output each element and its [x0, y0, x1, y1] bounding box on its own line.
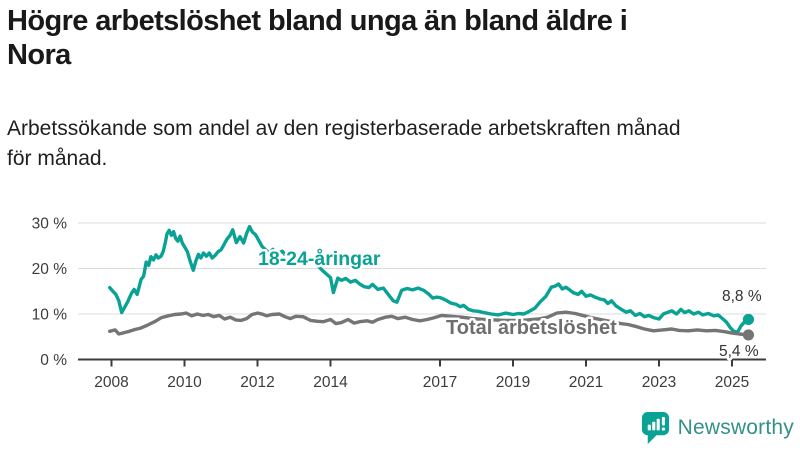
x-tick-label-2019: 2019	[496, 374, 530, 391]
x-tick-label-2023: 2023	[642, 374, 676, 391]
x-tick-label-2021: 2021	[569, 374, 603, 391]
series-label-youth: 18-24-åringar	[258, 247, 381, 270]
newsworthy-logo-icon	[641, 412, 669, 444]
x-tick-label-2017: 2017	[423, 374, 457, 391]
page-subtitle-line-2: för månad.	[7, 147, 108, 170]
bar-chart-bar-small	[647, 424, 651, 431]
page-subtitle: Arbetssökande som andel av den registerb…	[7, 114, 793, 174]
newsworthy-logo: Newsworthy	[640, 410, 794, 445]
y-tick-label-10: 10 %	[32, 307, 68, 324]
x-tick-label-2010: 2010	[167, 374, 202, 391]
y-tick-label-0: 0 %	[40, 352, 67, 369]
page-subtitle-line-1: Arbetssökande som andel av den registerb…	[7, 117, 681, 140]
series-label-total: Total arbetslöshet	[446, 317, 617, 339]
exclamation-dot	[661, 427, 665, 431]
x-tick-label-2012: 2012	[240, 374, 274, 391]
page-title: Högre arbetslöshet bland unga än bland ä…	[7, 4, 793, 72]
newsworthy-logo-text: Newsworthy	[677, 415, 794, 439]
bar-chart-bar-medium	[651, 421, 655, 431]
end-value-label-total: 5,4 %	[719, 343, 759, 360]
speech-bubble-shape	[641, 412, 669, 444]
x-tick-label-2008: 2008	[94, 374, 128, 391]
series-line-total	[107, 310, 751, 337]
end-value-label-youth: 8,8 %	[722, 288, 762, 305]
series-end-dot-youth	[742, 313, 755, 326]
series-end-dot-total	[742, 329, 755, 341]
x-tick-label-2014: 2014	[313, 374, 348, 391]
page-title-line-2: Nora	[7, 39, 71, 71]
series-line-youth	[107, 224, 751, 334]
x-tick-label-2025: 2025	[715, 374, 749, 391]
y-tick-label-20: 20 %	[32, 261, 68, 278]
page-title-line-1: Högre arbetslöshet bland unga än bland ä…	[7, 5, 628, 37]
exclamation-stem	[661, 416, 665, 426]
y-tick-label-30: 30 %	[32, 216, 68, 233]
bar-chart-bar-tall	[656, 418, 660, 431]
